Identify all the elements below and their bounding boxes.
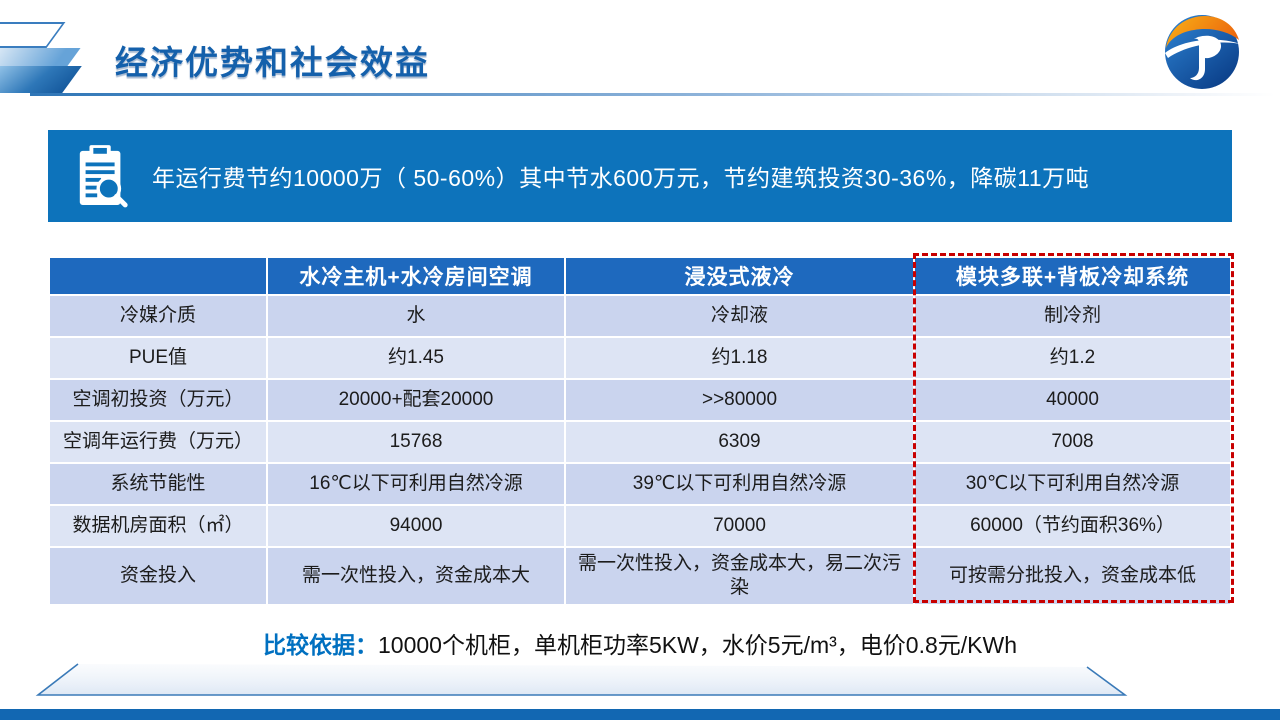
footnote-label: 比较依据：	[262, 632, 378, 658]
summary-banner-text: 年运行费节约10000万（ 50-60%）其中节水600万元，节约建筑投资30-…	[152, 165, 1090, 191]
table-cell: 16℃以下可利用自然冷源	[268, 464, 564, 504]
header-deco-shape-top	[0, 22, 66, 48]
table-cell: 约1.2	[915, 338, 1230, 378]
table-row: 空调初投资（万元） 20000+配套20000 >>80000 40000	[50, 380, 1230, 420]
company-logo-icon	[1165, 15, 1240, 89]
table-cell: 6309	[566, 422, 913, 462]
table-cell: 20000+配套20000	[268, 380, 564, 420]
table-cell: 15768	[268, 422, 564, 462]
footnote: 比较依据：10000个机柜，单机柜功率5KW，水价5元/m³，电价0.8元/KW…	[0, 626, 1280, 660]
table-cell: 制冷剂	[915, 296, 1230, 336]
row-label: 空调初投资（万元）	[50, 380, 266, 420]
column-header-immersion: 浸没式液冷	[566, 258, 913, 294]
table-cell: 水	[268, 296, 564, 336]
column-header-modular: 模块多联+背板冷却系统	[915, 258, 1230, 294]
row-label: 资金投入	[50, 548, 266, 604]
table-cell: 70000	[566, 506, 913, 546]
header-deco-shape-mid	[0, 48, 81, 66]
column-header-blank	[50, 258, 266, 294]
table-cell: 40000	[915, 380, 1230, 420]
table-row: 资金投入 需一次性投入，资金成本大 需一次性投入，资金成本大，易二次污染 可按需…	[50, 548, 1230, 604]
footnote-text: 10000个机柜，单机柜功率5KW，水价5元/m³，电价0.8元/KWh	[377, 632, 1017, 658]
table-row: 冷媒介质 水 冷却液 制冷剂	[50, 296, 1230, 336]
row-label: 冷媒介质	[50, 296, 266, 336]
table-row: 空调年运行费（万元） 15768 6309 7008	[50, 422, 1230, 462]
table-cell: 30℃以下可利用自然冷源	[915, 464, 1230, 504]
title-underline	[30, 93, 1275, 96]
column-header-water-cooled: 水冷主机+水冷房间空调	[268, 258, 564, 294]
table-cell: 94000	[268, 506, 564, 546]
table-cell: 需一次性投入，资金成本大，易二次污染	[566, 548, 913, 604]
table-cell: 可按需分批投入，资金成本低	[915, 548, 1230, 604]
row-label: 系统节能性	[50, 464, 266, 504]
table-row: 数据机房面积（㎡） 94000 70000 60000（节约面积36%）	[50, 506, 1230, 546]
table-cell: 约1.18	[566, 338, 913, 378]
table-cell: 39℃以下可利用自然冷源	[566, 464, 913, 504]
clipboard-search-icon	[79, 145, 128, 208]
bottom-trapezoid-decoration	[35, 663, 1128, 696]
row-label: 空调年运行费（万元）	[50, 422, 266, 462]
comparison-table: 水冷主机+水冷房间空调 浸没式液冷 模块多联+背板冷却系统 冷媒介质 水 冷却液…	[48, 253, 1234, 606]
table-cell: >>80000	[566, 380, 913, 420]
row-label: 数据机房面积（㎡）	[50, 506, 266, 546]
page-title: 经济优势和社会效益	[115, 44, 430, 81]
table-cell: 需一次性投入，资金成本大	[268, 548, 564, 604]
table-row: 系统节能性 16℃以下可利用自然冷源 39℃以下可利用自然冷源 30℃以下可利用…	[50, 464, 1230, 504]
table-cell: 约1.45	[268, 338, 564, 378]
row-label: PUE值	[50, 338, 266, 378]
bottom-bar	[0, 709, 1280, 720]
table-cell: 冷却液	[566, 296, 913, 336]
header-deco-shape-bottom	[0, 66, 82, 93]
summary-banner: 年运行费节约10000万（ 50-60%）其中节水600万元，节约建筑投资30-…	[48, 130, 1232, 222]
table-cell: 7008	[915, 422, 1230, 462]
table-cell: 60000（节约面积36%）	[915, 506, 1230, 546]
table-row: PUE值 约1.45 约1.18 约1.2	[50, 338, 1230, 378]
